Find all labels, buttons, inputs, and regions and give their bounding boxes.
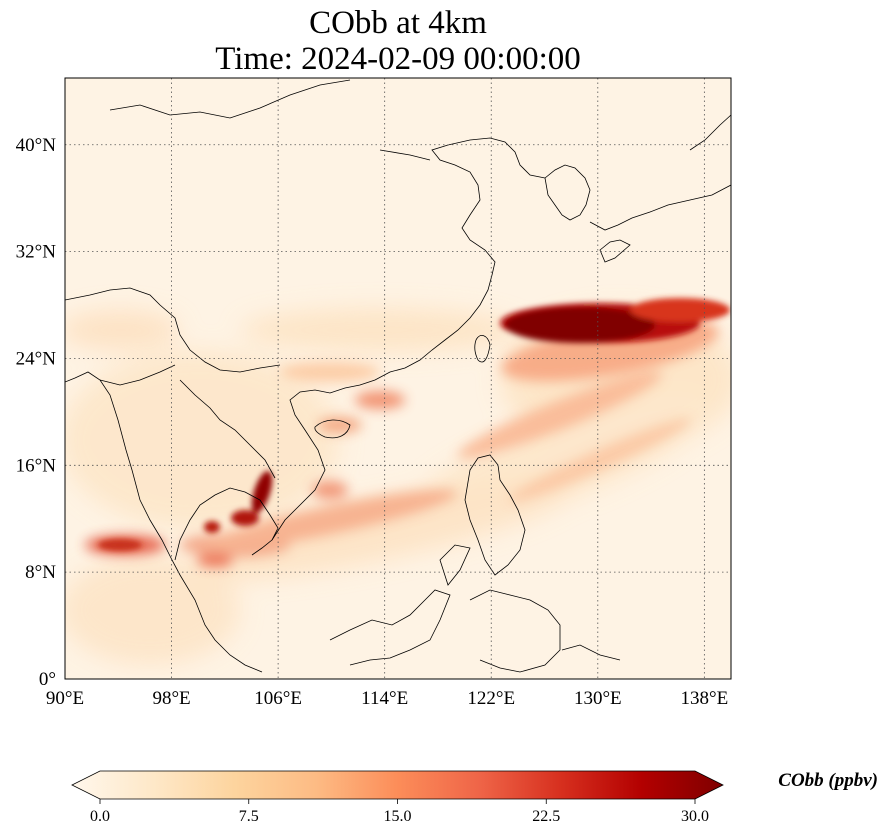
lat-tick-label: 16°N bbox=[16, 455, 57, 476]
lon-tick-label: 106°E bbox=[254, 688, 302, 709]
colorbar-tick-label: 22.5 bbox=[532, 808, 560, 825]
gridlines bbox=[65, 78, 731, 679]
map-title-line1: CObb at 4km bbox=[309, 5, 487, 41]
lon-tick-label: 130°E bbox=[574, 688, 622, 709]
concentration-field bbox=[65, 298, 731, 665]
lon-tick-label: 138°E bbox=[681, 688, 729, 709]
colorbar-tick-label: 30.0 bbox=[681, 808, 709, 825]
lat-tick-label: 32°N bbox=[16, 242, 57, 263]
colorbar-label: CObb (ppbv) bbox=[778, 770, 878, 791]
colorbar-tick-label: 0.0 bbox=[90, 808, 110, 825]
colorbar-tick-label: 15.0 bbox=[384, 808, 412, 825]
lat-tick-label: 8°N bbox=[25, 562, 56, 583]
lat-tick-labels: 0° 8°N 16°N 24°N 32°N 40°N bbox=[16, 135, 57, 690]
lon-tick-labels: 90°E 98°E 106°E 114°E 122°E 130°E 138°E bbox=[46, 688, 728, 709]
lon-tick-label: 114°E bbox=[361, 688, 408, 709]
lat-tick-label: 24°N bbox=[16, 348, 57, 369]
colorbar-ticks: 0.0 7.5 15.0 22.5 30.0 bbox=[90, 799, 709, 825]
colorbar: 0.0 7.5 15.0 22.5 30.0 CObb (ppbv) bbox=[71, 770, 878, 825]
lon-tick-label: 98°E bbox=[152, 688, 190, 709]
lat-tick-label: 40°N bbox=[16, 135, 57, 156]
coastlines bbox=[65, 79, 731, 673]
map-frame bbox=[64, 77, 732, 680]
colorbar-tick-label: 7.5 bbox=[239, 808, 259, 825]
map-title-line2: Time: 2024-02-09 00:00:00 bbox=[215, 41, 581, 77]
colorbar-body bbox=[72, 771, 723, 799]
lon-tick-label: 90°E bbox=[46, 688, 84, 709]
lat-tick-label: 0° bbox=[39, 669, 56, 690]
lon-tick-label: 122°E bbox=[467, 688, 515, 709]
